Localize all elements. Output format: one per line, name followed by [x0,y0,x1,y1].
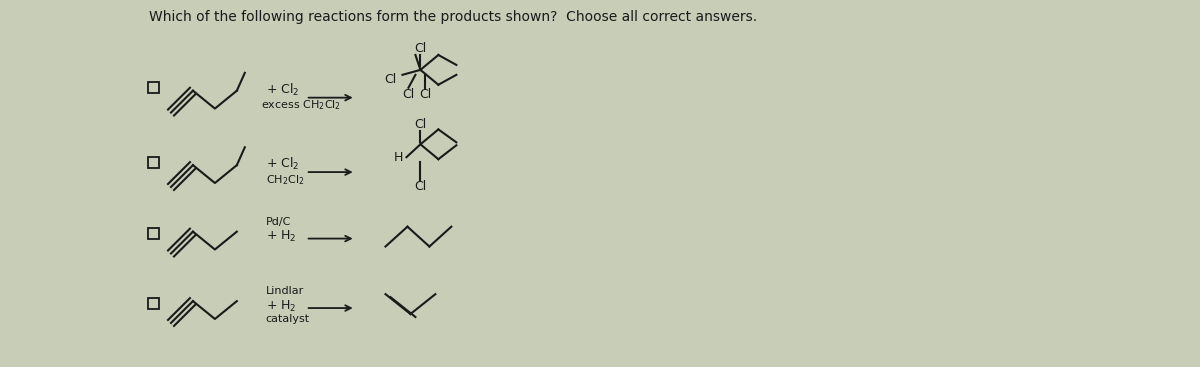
Text: + Cl$_2$: + Cl$_2$ [265,156,299,172]
Text: Cl: Cl [414,181,426,193]
Text: Cl: Cl [414,41,426,55]
Text: + H$_2$: + H$_2$ [265,298,296,314]
Text: Pd/C: Pd/C [265,217,292,227]
Text: + H$_2$: + H$_2$ [265,229,296,244]
Text: catalyst: catalyst [265,314,310,324]
Text: Cl: Cl [384,73,397,86]
Bar [148,298,158,309]
Text: Lindlar: Lindlar [265,286,304,296]
Bar [148,228,158,239]
Text: H: H [394,151,403,164]
Text: excess CH$_2$Cl$_2$: excess CH$_2$Cl$_2$ [260,99,341,113]
Text: Cl: Cl [414,118,426,131]
Text: Cl: Cl [402,88,414,101]
Text: CH$_2$Cl$_2$: CH$_2$Cl$_2$ [265,173,305,187]
Bar [148,82,158,93]
Text: Cl: Cl [419,88,432,101]
Text: + Cl$_2$: + Cl$_2$ [265,82,299,98]
Bar [148,157,158,168]
Text: Which of the following reactions form the products shown?  Choose all correct an: Which of the following reactions form th… [149,10,757,24]
